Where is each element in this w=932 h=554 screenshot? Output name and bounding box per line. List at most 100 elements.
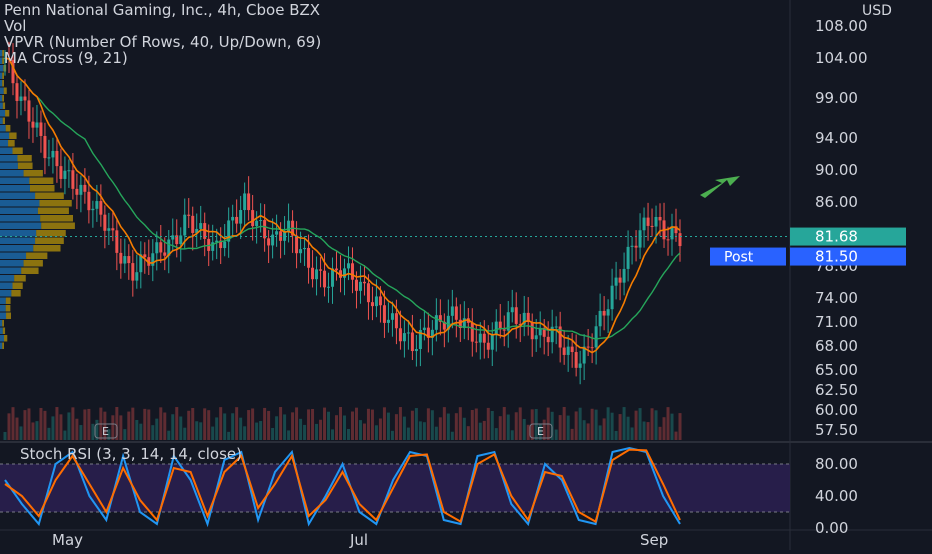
volume-bar <box>63 430 67 440</box>
candle-body <box>574 352 578 368</box>
volume-bar <box>199 422 203 440</box>
candle-body <box>235 216 239 224</box>
earnings-marker-text: E <box>102 425 109 438</box>
candle-body <box>374 296 378 307</box>
vpvr-up-bar <box>0 132 10 139</box>
volume-bar <box>454 413 458 440</box>
volume-bar <box>227 431 231 440</box>
candle-body <box>183 214 187 236</box>
candle-body <box>678 233 682 247</box>
volume-bar <box>646 422 650 440</box>
vpvr-down-bar <box>5 305 11 312</box>
time-axis-label: Jul <box>349 531 368 549</box>
post-price-badge <box>790 247 906 266</box>
vpvr-down-bar <box>29 177 54 184</box>
price-tick-label: 86.00 <box>815 193 858 211</box>
candle-body <box>159 242 163 253</box>
vpvr-up-bar <box>0 80 3 87</box>
volume-bar <box>187 410 191 440</box>
vpvr-up-bar <box>0 305 6 312</box>
candle-body <box>323 270 327 288</box>
candle-body <box>311 267 315 280</box>
vpvr-up-bar <box>0 200 40 207</box>
vpvr-down-bar <box>2 80 4 87</box>
volume-bar <box>107 429 111 440</box>
volume-bar <box>55 407 59 440</box>
vpvr-down-bar <box>4 335 8 342</box>
candle-body <box>275 231 279 235</box>
price-tick-label: 71.00 <box>815 313 858 331</box>
candle-body <box>51 150 55 158</box>
candle-body <box>646 217 650 226</box>
volume-bar <box>570 428 574 440</box>
candle-body <box>602 310 606 316</box>
volume-bar <box>402 416 406 440</box>
candle-body <box>211 242 215 251</box>
vpvr-up-bar <box>0 170 24 177</box>
candle-body <box>358 281 362 291</box>
volume-bar <box>135 419 139 440</box>
volume-bar <box>331 429 335 440</box>
volume-bar <box>299 418 303 440</box>
candle-body <box>442 321 446 330</box>
volume-bar <box>303 424 307 440</box>
candle-body <box>23 96 27 101</box>
candle-body <box>554 326 558 328</box>
volume-bar <box>275 416 279 440</box>
volume-bar <box>382 407 386 440</box>
volume-bar <box>630 427 634 440</box>
candle-body <box>195 228 199 233</box>
candle-body <box>670 226 674 240</box>
vpvr-down-bar <box>17 155 32 162</box>
candle-body <box>462 318 466 329</box>
volume-bar <box>243 426 247 440</box>
volume-bar <box>23 410 27 440</box>
volume-bar <box>251 408 255 440</box>
volume-bar <box>398 407 402 440</box>
volume-bar <box>123 429 127 440</box>
candle-body <box>119 252 123 264</box>
vpvr-down-bar <box>3 87 7 94</box>
volume-bar <box>39 407 43 440</box>
candle-body <box>111 228 115 231</box>
vpvr-label: VPVR (Number Of Rows, 40, Up/Down, 69) <box>4 33 322 51</box>
candle-body <box>658 217 662 221</box>
volume-bar <box>211 426 215 440</box>
vpvr-up-bar <box>0 140 9 147</box>
candle-body <box>59 166 63 179</box>
candle-body <box>378 296 382 306</box>
candle-body <box>650 225 654 227</box>
volume-bar <box>43 410 47 440</box>
candle-body <box>155 242 159 254</box>
candle-body <box>478 333 482 343</box>
volume-bar <box>678 413 682 440</box>
vpvr-up-bar <box>0 260 24 267</box>
candle-body <box>394 313 398 329</box>
volume-bar <box>350 411 354 440</box>
volume-bar <box>446 413 450 440</box>
volume-bar <box>179 416 183 440</box>
candle-body <box>674 226 678 234</box>
vpvr-up-bar <box>0 50 3 57</box>
volume-bar <box>594 409 598 440</box>
stoch-tick-label: 40.00 <box>815 487 858 505</box>
vpvr-down-bar <box>2 50 4 57</box>
volume-bar <box>207 410 211 440</box>
candle-body <box>342 268 346 278</box>
candle-body <box>19 96 23 101</box>
vpvr-down-bar <box>11 290 21 297</box>
volume-bar <box>47 427 51 440</box>
candle-body <box>470 322 474 342</box>
volume-bar <box>127 411 131 440</box>
volume-bar <box>131 407 135 440</box>
vpvr-down-bar <box>29 185 55 192</box>
volume-bar <box>75 418 79 440</box>
candle-body <box>354 279 358 291</box>
candle-body <box>506 312 510 331</box>
volume-bar <box>339 407 343 440</box>
volume-bar <box>83 409 87 440</box>
candle-body <box>458 319 462 329</box>
volume-bar <box>259 421 263 440</box>
